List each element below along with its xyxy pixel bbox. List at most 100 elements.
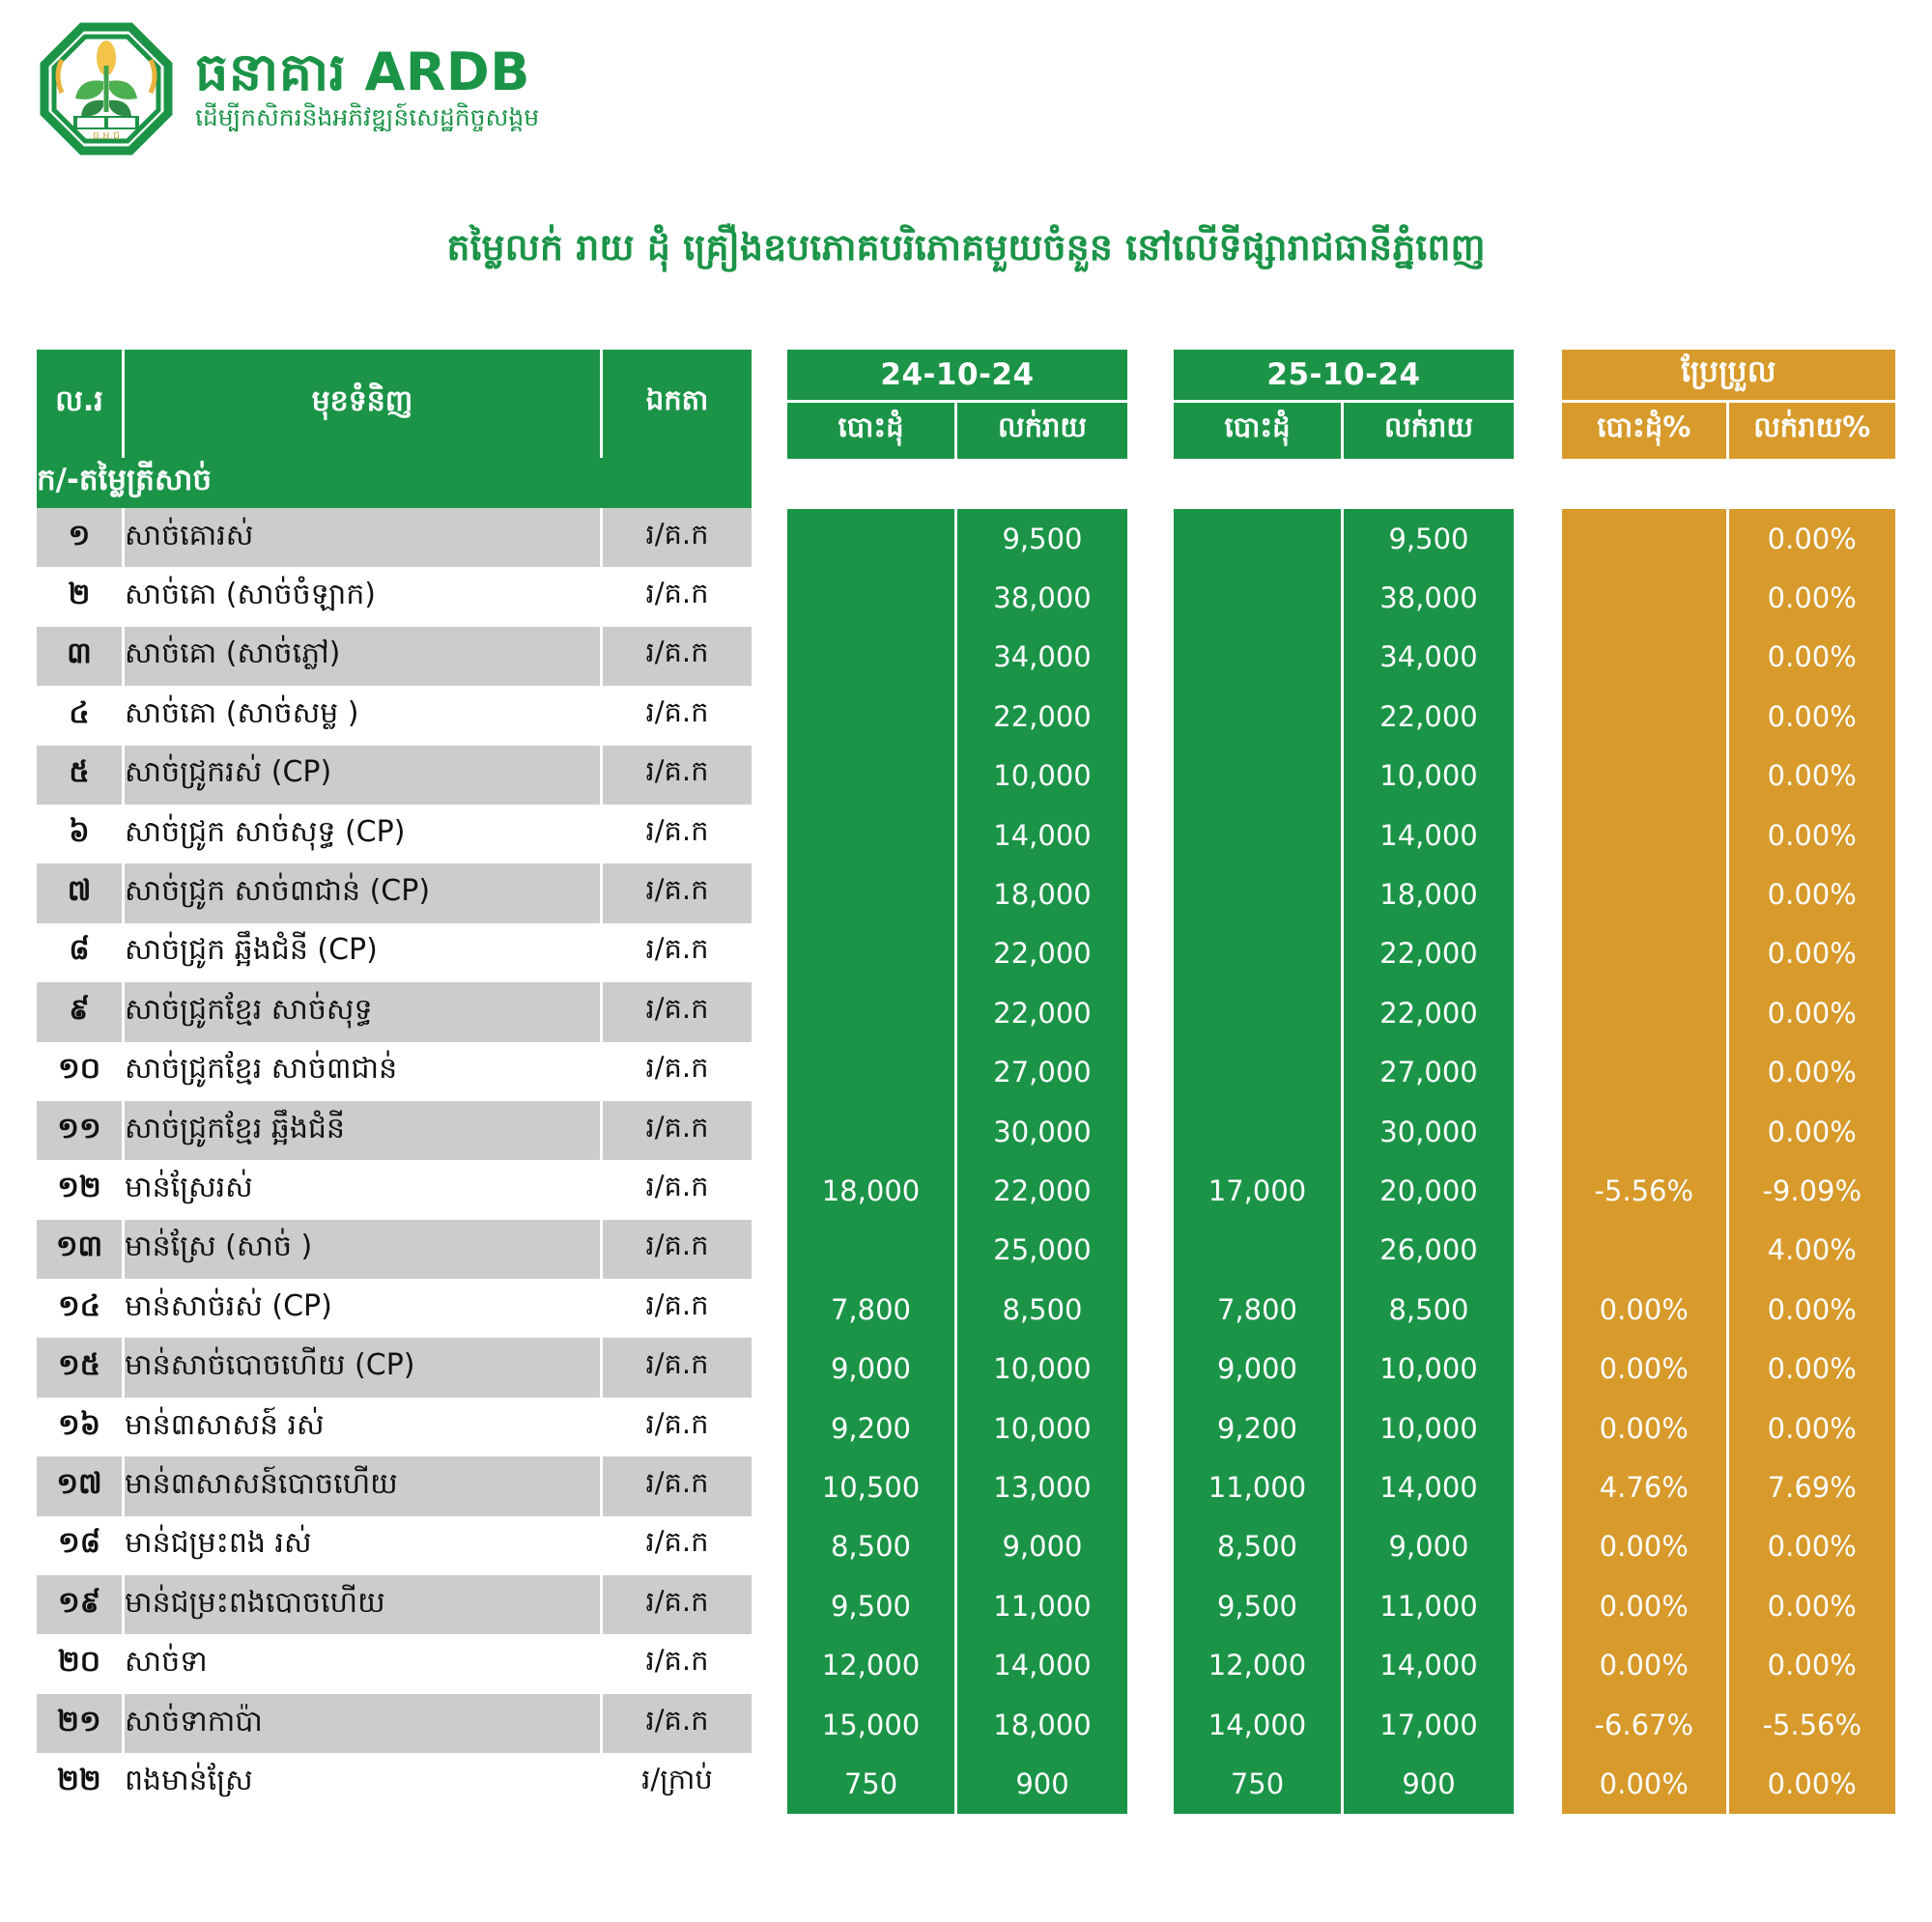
table-row: 34,000 (787, 627, 1127, 688)
table-row: 0.00% (1562, 923, 1895, 984)
table-row: 750 900 (787, 1754, 1127, 1814)
change-retail-value: 0.00% (1728, 1576, 1895, 1636)
change-wholesale-value: 0.00% (1562, 1398, 1729, 1458)
row-item-name: សាច់ទា (125, 1634, 603, 1694)
change-wholesale-value: -5.56% (1562, 1161, 1729, 1221)
date2-table-body: 9,500 38,000 34,000 22,000 10,000 14,000 18,00… (1174, 509, 1514, 1814)
table-row: 25,000 (787, 1220, 1127, 1281)
table-row: ១៤ មាន់សាច់រស់ (CP) រ/គ.ក (37, 1279, 752, 1339)
date2-label: 25-10-24 (1174, 350, 1514, 403)
table-row: ១៣ មាន់ស្រែ (សាច់ ) រ/គ.ក (37, 1219, 752, 1280)
date2-retail-value: 22,000 (1344, 687, 1514, 747)
date2-wholesale-value: 8,500 (1174, 1516, 1344, 1577)
date2-wholesale-value: 14,000 (1174, 1694, 1344, 1755)
change-wholesale-value (1562, 746, 1729, 806)
brand-slogan: ដើម្បីកសិករនិងអភិវឌ្ឍន៍សេដ្ឋកិច្ចសង្គម (195, 103, 540, 132)
date2-retail-value: 9,000 (1344, 1516, 1514, 1577)
row-item-name: ពងមាន់ស្រែ (125, 1753, 603, 1813)
table-row: 0.00% 0.00% (1562, 1576, 1895, 1636)
table-row: 27,000 (787, 1042, 1127, 1102)
change-wholesale-value (1562, 864, 1729, 924)
date2-wholesale-value (1174, 805, 1344, 865)
table-row: 0.00% (1562, 687, 1895, 747)
date2-retail-value: 18,000 (1344, 864, 1514, 924)
date1-retail-value: 13,000 (957, 1457, 1127, 1517)
row-number: ៧ (37, 863, 125, 923)
change-wholesale-header: បោះដុំ% (1562, 403, 1729, 459)
change-retail-value: 0.00% (1728, 1754, 1895, 1814)
table-row: 18,000 (1174, 864, 1514, 924)
row-item-name: សាច់គោ (សាច់សម្ល ) (125, 686, 603, 746)
row-number: ៥ (37, 745, 125, 805)
date1-price-block: 24-10-24 បោះដុំ លក់រាយ 9,500 38,000 34,000… (787, 350, 1127, 1814)
date2-wholesale-value: 9,000 (1174, 1339, 1344, 1399)
row-number: ១០ (37, 1041, 125, 1101)
table-row: 27,000 (1174, 1042, 1514, 1102)
change-table: ប្រែប្រួល បោះដុំ% លក់រាយ% 0.00% 0.00% 0.00… (1562, 350, 1895, 1814)
table-row: 0.00% (1562, 805, 1895, 865)
table-row: 22,000 (787, 983, 1127, 1043)
date1-wholesale-value (787, 509, 957, 569)
change-retail-value: 4.00% (1728, 1220, 1895, 1281)
table-row: 9,500 11,000 (1174, 1576, 1514, 1636)
date2-wholesale-value (1174, 1101, 1344, 1162)
date2-retail-value: 22,000 (1344, 983, 1514, 1043)
change-retail-value: 0.00% (1728, 1042, 1895, 1102)
brand-name: ធនាគារ ARDB (195, 41, 530, 102)
item-table-head: ល.រ មុខទំនិញ ឯកតា ក/-តម្លៃត្រីសាច់ (37, 350, 752, 508)
change-retail-value: 0.00% (1728, 923, 1895, 984)
date2-retail-value: 20,000 (1344, 1161, 1514, 1221)
date1-retail-value: 9,000 (957, 1516, 1127, 1577)
date1-wholesale-value (787, 923, 957, 984)
brand-header: ធ.អ.ជ ធនាគារ ARDB ដើម្បីកសិករនិងអភិវឌ្ឍន… (39, 21, 539, 156)
table-row: ៩សាច់ជ្រូកខ្មែរ សាច់សុទ្ធ រ/គ.ក (37, 982, 752, 1042)
date2-retail-value: 14,000 (1344, 1635, 1514, 1695)
page-title: តម្លៃលក់ រាយ ដុំ គ្រឿងឧបភោគបរិភោគមួយចំនួ… (446, 226, 1486, 269)
date1-retail-value: 27,000 (957, 1042, 1127, 1102)
row-unit: រ/គ.ក (603, 567, 752, 627)
row-unit: រ/គ.ក (603, 1693, 752, 1754)
date1-retail-value: 14,000 (957, 1635, 1127, 1695)
svg-text:ធ.អ.ជ: ធ.អ.ជ (93, 129, 120, 142)
change-retail-value: 0.00% (1728, 687, 1895, 747)
table-row: ៤សាច់គោ (សាច់សម្ល ) រ/គ.ក (37, 686, 752, 746)
row-item-name: មាន់សាច់រស់ (CP) (125, 1279, 603, 1339)
table-row: 0.00% (1562, 568, 1895, 628)
table-row: 9,200 10,000 (1174, 1398, 1514, 1458)
change-retail-value: 0.00% (1728, 983, 1895, 1043)
date1-wholesale-value (787, 746, 957, 806)
date1-wholesale-value: 9,000 (787, 1339, 957, 1399)
date1-retail-value: 30,000 (957, 1101, 1127, 1162)
date1-wholesale-value (787, 1101, 957, 1162)
row-unit: រ/គ.ក (603, 1515, 752, 1576)
date2-wholesale-value (1174, 1220, 1344, 1281)
date2-retail-value: 17,000 (1344, 1694, 1514, 1755)
table-row: ១២ មាន់ស្រែរស់ រ/គ.ក (37, 1160, 752, 1220)
date1-label: 24-10-24 (787, 350, 1127, 403)
change-wholesale-value (1562, 509, 1729, 569)
change-retail-value: 0.00% (1728, 1280, 1895, 1340)
table-row: 0.00% 0.00% (1562, 1398, 1895, 1458)
date1-wholesale-value: 9,200 (787, 1398, 957, 1458)
row-item-name: សាច់គោ (សាច់ចំឡាក) (125, 567, 603, 627)
table-row: 17,000 20,000 (1174, 1161, 1514, 1221)
row-item-name: សាច់ជ្រូកខ្មែរ សាច់៣ជាន់ (125, 1041, 603, 1101)
table-row: 18,000 22,000 (787, 1161, 1127, 1221)
date1-subheader-row: បោះដុំ លក់រាយ (787, 403, 1127, 459)
change-table-body: 0.00% 0.00% 0.00% 0.00% 0.00% 0.00% 0.00% 0.00%… (1562, 509, 1895, 1814)
date2-wholesale-value (1174, 509, 1344, 569)
change-wholesale-value: 0.00% (1562, 1754, 1729, 1814)
date1-retail-value: 900 (957, 1754, 1127, 1814)
row-unit: រ/គ.ក (603, 1160, 752, 1220)
date1-wholesale-value (787, 627, 957, 688)
table-row: ១៩ មាន់ជម្រះពងបោចហើយ រ/គ.ក (37, 1575, 752, 1635)
date1-header-row: 24-10-24 (787, 350, 1127, 403)
table-row: ២០ សាច់ទា រ/គ.ក (37, 1634, 752, 1694)
change-wholesale-value (1562, 627, 1729, 688)
row-item-name: សាច់ជ្រូកខ្មែរ សាច់សុទ្ធ (125, 982, 603, 1042)
table-row: 9,500 (787, 509, 1127, 569)
section-header-row: ក/-តម្លៃត្រីសាច់ (37, 458, 752, 508)
table-row: 750 900 (1174, 1754, 1514, 1814)
change-wholesale-value (1562, 1042, 1729, 1102)
date2-subheader-row: បោះដុំ លក់រាយ (1174, 403, 1514, 459)
